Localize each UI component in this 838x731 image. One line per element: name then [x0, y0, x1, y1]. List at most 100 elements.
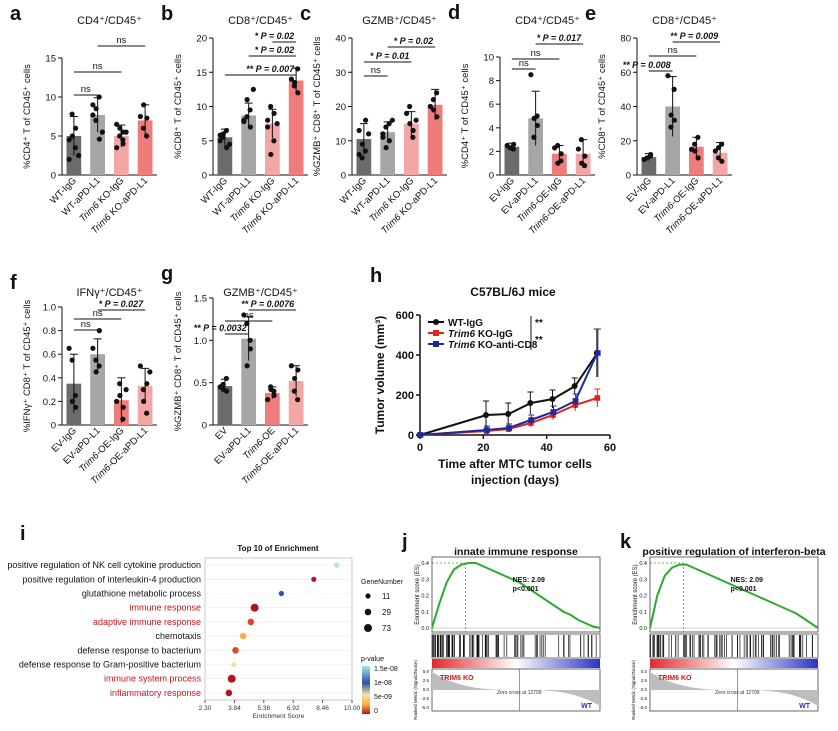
data-point	[531, 115, 537, 121]
color-legend-label: 0	[374, 708, 378, 715]
term-label: defense response to Gram-positive bacter…	[19, 660, 201, 670]
data-point	[93, 357, 99, 363]
data-point	[719, 158, 725, 164]
data-point	[140, 387, 146, 393]
data-point	[96, 328, 102, 334]
data-point	[507, 145, 513, 151]
series-point	[549, 396, 556, 402]
legend-rest: KO-IgG	[475, 329, 513, 340]
data-point	[114, 398, 120, 404]
comparison-label: ns	[93, 308, 103, 319]
data-point	[120, 141, 126, 147]
comparison-label: ns	[244, 310, 254, 321]
data-point	[217, 138, 223, 144]
metric-area	[432, 672, 600, 706]
data-point	[120, 416, 126, 422]
comparison-label: * P = 0.027	[99, 299, 144, 309]
panel-letter: j	[401, 531, 408, 553]
y-axis-label: Enrichment score (ES)	[415, 564, 421, 624]
bar	[504, 146, 520, 175]
bar	[427, 104, 443, 175]
data-point	[410, 134, 416, 140]
rank-bar	[432, 659, 600, 668]
metric-tick-label: -2.5	[639, 696, 647, 701]
line-panel-h: h C57BL/6J mice 0 200 400 600 0 20 40 60 Tumor vol…	[370, 265, 616, 487]
legend-gene: Trim6	[448, 340, 475, 351]
metric-tick-label: 2.5	[641, 678, 648, 683]
data-point	[137, 363, 143, 369]
x-axis-label: Enrichment Score	[253, 713, 305, 720]
x-tick-label: 60	[604, 442, 616, 454]
legend-marker	[433, 341, 439, 347]
metric-tick-label: 5.0	[641, 669, 648, 674]
comparison-label: ns	[81, 84, 91, 95]
size-legend-label: 11	[382, 592, 391, 601]
bar-panel-f: f IFNγ⁺/CD45⁺ 0 0.2 0.4 0.6 0.8 1.0 %IFNγ⁺ CD8⁺ …	[10, 272, 157, 487]
panel-title: innate immune response	[454, 546, 578, 558]
y-tick-label: 10	[45, 93, 56, 104]
data-point	[93, 106, 99, 112]
data-point	[99, 129, 105, 135]
data-point	[90, 102, 96, 108]
es-curve	[431, 562, 601, 629]
data-point	[295, 90, 301, 96]
bubble	[334, 562, 340, 568]
y-tick-label: 6	[489, 100, 494, 111]
data-point	[578, 137, 584, 143]
size-legend-label: 73	[382, 624, 391, 633]
es-frame	[431, 556, 601, 633]
legend-rest: KO-anti-CD8	[475, 340, 538, 351]
metric-tick-label: -2.5	[421, 696, 429, 701]
data-point	[141, 398, 147, 404]
data-point	[217, 132, 223, 138]
term-label: immune response	[129, 603, 201, 613]
data-point	[671, 117, 677, 123]
y-axis-label: %GZMB⁺ CD8⁺ T of CD45⁺ cells	[173, 291, 184, 431]
data-point	[76, 152, 82, 159]
bubble-panel-i: i Top 10 of Enrichment positive regulation…	[7, 523, 403, 720]
y-tick-label: 0.2	[639, 594, 647, 600]
metric-tick-label: 0.0	[423, 687, 430, 692]
x-tick-label: 10.00	[344, 705, 361, 712]
y-axis-label: Tumor volume (mm³)	[373, 316, 387, 434]
y-tick-label: 15	[196, 68, 207, 79]
series-point	[594, 395, 601, 401]
bar-panel-d: d CD4⁺/CD45⁺ 0 2 4 6 8 10 %CD4⁺ T of CD45⁺ cells…	[448, 2, 595, 237]
series-point	[484, 427, 490, 433]
metric-tick-label: -5.0	[639, 705, 647, 710]
x-axis-label: injection (days)	[471, 473, 559, 487]
series-point	[505, 411, 512, 417]
data-point	[692, 148, 698, 154]
bar-panel-e: e CD8⁺/CD45⁺ 0 20 40 60 80 %CD8⁺ T of CD45⁺ cel…	[585, 3, 732, 237]
x-tick-label: 0	[417, 442, 423, 454]
data-point	[117, 133, 123, 139]
y-tick-label: 8	[489, 76, 494, 87]
data-point	[434, 114, 440, 120]
size-legend-label: 29	[382, 608, 391, 617]
data-point	[383, 145, 389, 151]
data-point	[695, 134, 701, 140]
data-point	[114, 121, 120, 127]
data-point	[383, 124, 389, 130]
y-tick-label: 0	[408, 430, 414, 442]
bar	[241, 338, 256, 425]
series-point	[572, 398, 579, 404]
bar	[380, 132, 395, 175]
comparison-label: ** P = 0.008	[623, 60, 671, 70]
data-point	[265, 117, 271, 123]
rank-bar	[650, 659, 818, 668]
data-point	[244, 114, 250, 120]
right-class-label: WT	[799, 703, 811, 710]
bar	[137, 386, 153, 425]
y-tick-label: 10	[335, 136, 346, 147]
data-point	[224, 145, 230, 151]
left-class-label: TRIM6 KO	[440, 675, 474, 682]
metric-area	[650, 672, 818, 706]
panel-letter: d	[448, 2, 460, 24]
y-tick-label: 5	[51, 132, 56, 143]
x-tick-label: 20	[477, 442, 489, 454]
data-point	[241, 312, 247, 318]
data-point	[96, 94, 102, 100]
comparison-label: * P = 0.02	[255, 31, 294, 41]
